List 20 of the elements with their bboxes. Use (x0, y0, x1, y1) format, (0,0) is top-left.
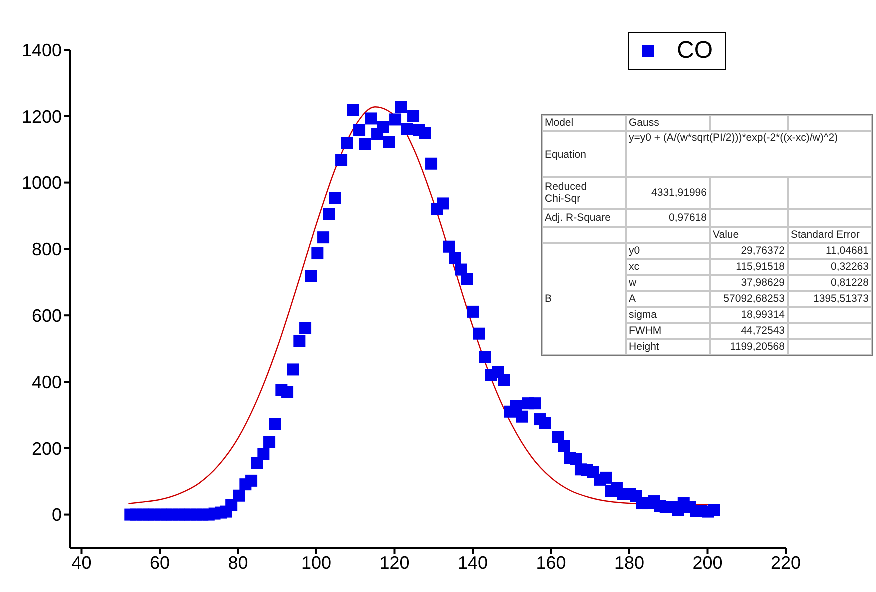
y-tick-label: 600 (32, 306, 62, 326)
legend-label: CO (677, 37, 713, 65)
x-tick-label: 160 (536, 552, 566, 573)
x-tick-label: 120 (380, 552, 410, 573)
y-tick-label: 400 (32, 372, 62, 392)
x-tick-label: 40 (72, 552, 92, 573)
x-tick-label: 80 (228, 552, 248, 573)
y-tick-label: 1200 (22, 106, 62, 127)
x-tick-label: 180 (614, 552, 645, 573)
y-tick-label: 1400 (22, 40, 62, 60)
x-tick-label: 140 (458, 552, 488, 573)
y-tick-label: 0 (52, 505, 62, 526)
x-tick-label: 60 (150, 552, 170, 573)
x-tick-label: 200 (692, 552, 723, 573)
x-tick-label: 220 (770, 552, 802, 573)
y-tick-label: 200 (32, 438, 62, 459)
x-tick-label: 100 (301, 552, 332, 573)
y-tick-label: 800 (32, 240, 62, 260)
y-tick-label: 1000 (22, 173, 62, 194)
annotation: Reduced Chi-Sqr (545, 180, 588, 207)
